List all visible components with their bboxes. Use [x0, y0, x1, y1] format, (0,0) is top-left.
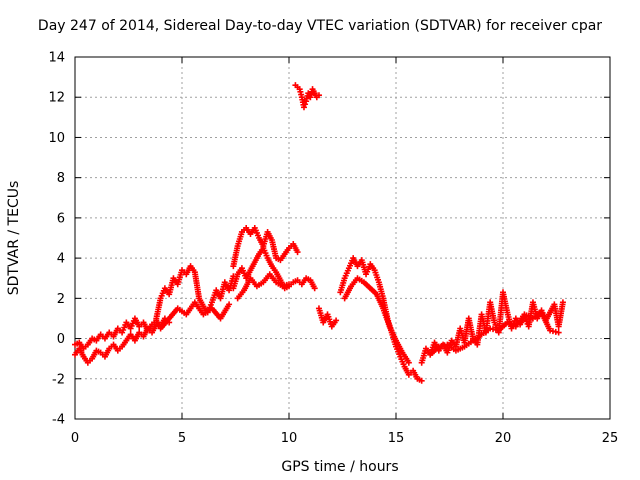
series-midday-mid	[234, 271, 292, 302]
data-point	[405, 359, 412, 366]
series-afternoon-peak-lower	[341, 275, 412, 366]
y-tick-label: 0	[57, 332, 65, 347]
data-point	[226, 301, 233, 308]
chart-title: Day 247 of 2014, Sidereal Day-to-day VTE…	[37, 18, 603, 34]
data-point	[333, 317, 340, 324]
grid-layer	[75, 57, 610, 419]
series-midday-upper	[230, 224, 301, 270]
data-point	[311, 285, 318, 292]
x-tick-label: 10	[281, 431, 298, 446]
y-tick-label: -2	[52, 372, 65, 387]
data-point	[294, 249, 301, 256]
data-point	[286, 281, 292, 288]
x-tick-label: 5	[178, 431, 186, 446]
frame-layer	[74, 56, 611, 420]
series-evening-lower	[427, 309, 562, 358]
series-afternoon-peak	[337, 255, 425, 384]
x-tick-label: 0	[71, 431, 79, 446]
y-axis-label: SDTVAR / TECUs	[6, 181, 22, 296]
series-morning-low	[157, 299, 233, 332]
y-tick-label: 2	[57, 292, 65, 307]
y-tick-label: 10	[48, 131, 65, 146]
data-point	[302, 101, 309, 108]
y-tick-label: 14	[48, 51, 65, 66]
y-tick-label: 8	[57, 171, 65, 186]
x-tick-label: 25	[602, 431, 619, 446]
y-tick-label: 4	[57, 252, 65, 267]
x-tick-label: 15	[388, 431, 405, 446]
y-tick-label: 12	[48, 91, 65, 106]
y-tick-label: 6	[57, 211, 65, 226]
data-point	[559, 299, 566, 306]
x-axis-label: GPS time / hours	[281, 459, 398, 475]
data-point	[555, 329, 562, 336]
series-midday-lower	[230, 245, 318, 292]
x-tick-label: 20	[495, 431, 512, 446]
ticks-layer: 0 5 10 15 20 25 -4 -2 0 2 4 6 8 10 12 14	[48, 51, 618, 447]
plot-frame	[74, 56, 611, 420]
data-point	[300, 104, 307, 111]
data-point	[418, 377, 425, 384]
y-tick-label: -4	[52, 413, 65, 428]
data-point	[315, 92, 322, 99]
series-dip-segment	[315, 305, 340, 330]
series-isolated-arc	[292, 82, 322, 111]
series-upper-band	[72, 315, 168, 352]
data-layer	[72, 82, 566, 384]
